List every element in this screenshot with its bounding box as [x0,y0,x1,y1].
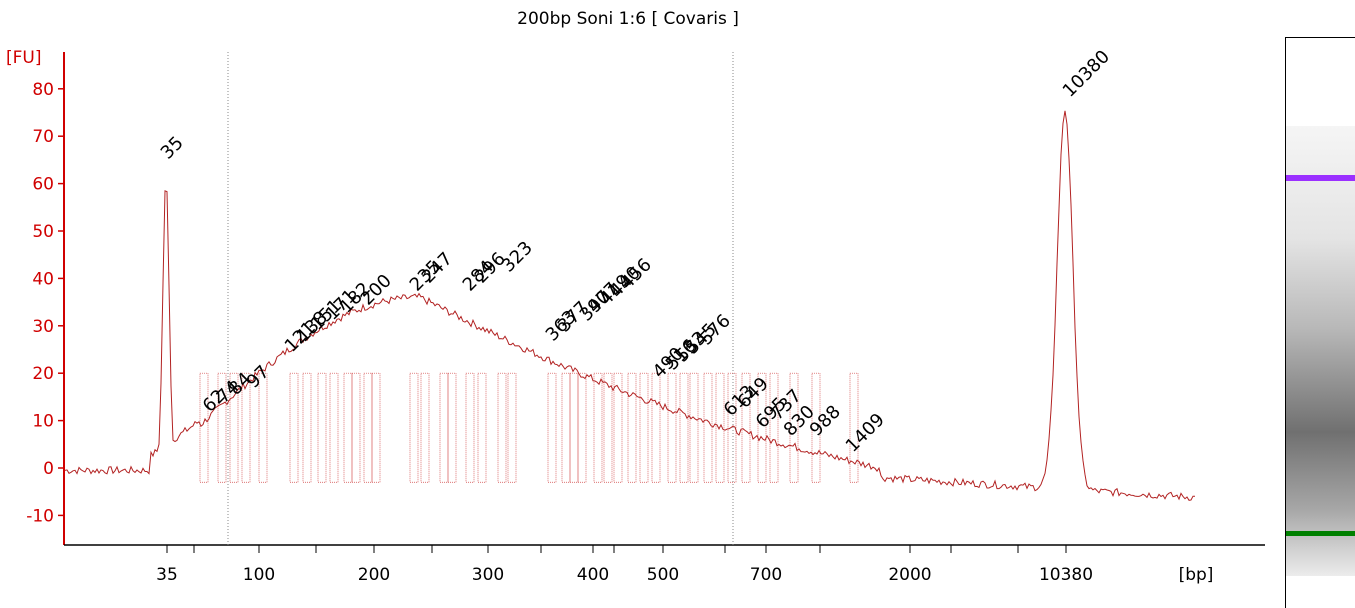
x-tick-label: 100 [243,565,275,585]
sub-peak-bar [199,372,209,483]
lower-marker-label: 35 [157,132,188,163]
gel-image [1285,37,1355,608]
sub-peak-bar [317,372,327,483]
sub-peak-bar [679,372,689,483]
upper-marker-band [1286,175,1355,181]
sub-peak-bar [507,372,517,483]
sub-peak-bar [703,372,713,483]
sub-peak-bar [727,372,737,483]
y-tick-label: 40 [32,269,54,289]
sub-peak-bar [289,372,299,483]
sub-peak-bar [561,372,571,483]
sub-peak-bar [689,372,699,483]
y-tick-label: 30 [32,317,54,337]
sub-peak-bar [667,372,677,483]
sub-peak-bar [613,372,623,483]
sub-peak-bar [769,372,779,483]
sub-peak-bar [497,372,507,483]
sub-peak-bar [477,372,487,483]
y-tick-label: 10 [32,412,54,432]
peak-label: 988 [806,401,845,440]
y-tick-label: 20 [32,364,54,384]
sub-peak-bar [569,372,579,483]
sub-peak-bar [547,372,557,483]
sub-peak-bar [811,372,821,483]
y-tick-label: 50 [32,222,54,242]
sub-peak-bar [789,372,799,483]
y-tick-label: 0 [43,459,54,479]
sub-peak-bar [447,372,457,483]
peak-label: 323 [498,237,537,276]
sub-peak-bar [258,372,268,483]
x-tick-label: 300 [472,565,504,585]
gel-lane [1286,126,1355,576]
sub-peak-bar [439,372,449,483]
sub-peak-bar [371,372,381,483]
sub-peak-bar [715,372,725,483]
peak-label: 1409 [842,409,889,456]
sub-peak-bar [241,372,251,483]
electropherogram-chart: 200bp Soni 1:6 [ Covaris ] [FU] [bp] -10… [6,9,1265,585]
x-tick-label: 200 [358,565,390,585]
x-axis-label: [bp] [1179,565,1214,585]
y-tick-label: 70 [32,127,54,147]
sub-peak-bar [363,372,373,483]
y-tick-label: -10 [26,506,54,526]
sub-peak-bar [577,372,587,483]
sub-peak-bar [639,372,649,483]
y-tick-label: 60 [32,175,54,195]
sub-peak-bar [329,372,339,483]
sub-peak-bar [627,372,637,483]
sub-peak-bar [343,372,353,483]
sub-peak-bar [849,372,859,483]
x-tick-label: 35 [156,565,178,585]
sub-peak-bars [199,372,859,483]
sub-peak-bar [465,372,475,483]
lower-marker-band [1286,531,1355,536]
x-tick-label: 10380 [1039,565,1093,585]
x-tick-label: 2000 [888,565,931,585]
chart-title: 200bp Soni 1:6 [ Covaris ] [517,9,739,29]
sub-peak-bar [603,372,613,483]
sub-peak-bar [651,372,661,483]
sub-peak-bar [757,372,767,483]
sub-peak-bar [420,372,430,483]
sub-peak-bar [217,372,227,483]
sub-peak-bar [741,372,751,483]
y-tick-label: 80 [32,80,54,100]
sub-peak-bar [351,372,361,483]
sub-peak-bar [593,372,603,483]
sub-peak-bar [229,372,239,483]
y-ticks: -10 0 10 20 30 40 50 60 70 80 [26,80,64,526]
x-ticks: 35 100 200 300 400 500 700 2000 10380 [156,545,1093,585]
upper-marker-label: 10380 [1059,46,1114,101]
y-axis-label: [FU] [6,48,42,68]
sub-peak-bar [302,372,312,483]
x-tick-label: 500 [647,565,679,585]
fluorescence-trace [64,110,1195,501]
x-tick-label: 700 [750,565,782,585]
sub-peak-bar [409,372,419,483]
x-tick-label: 400 [577,565,609,585]
